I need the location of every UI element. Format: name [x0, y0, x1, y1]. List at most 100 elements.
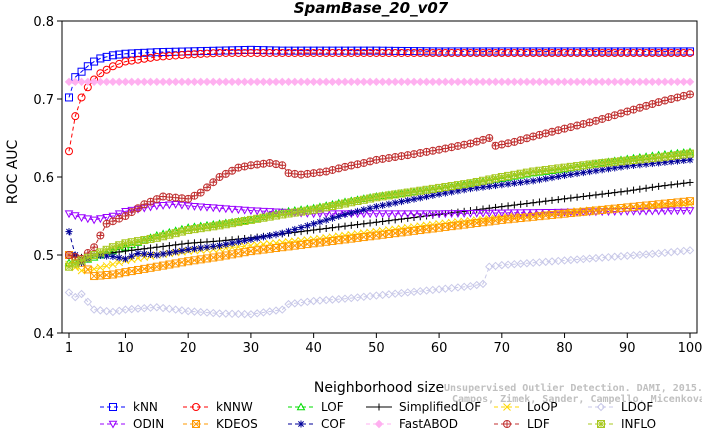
data-point-simplifiedlof	[372, 218, 380, 226]
data-point-odin	[434, 210, 444, 219]
data-point-ldf	[441, 144, 450, 153]
data-point-fastabod	[64, 77, 74, 87]
data-point-knn	[102, 52, 111, 61]
data-point-fastabod	[585, 77, 594, 87]
data-point-odin	[622, 208, 632, 216]
data-point-ldof	[133, 304, 143, 313]
data-point-ldof	[554, 256, 563, 266]
data-point-ldof	[497, 260, 507, 270]
data-point-fastabod	[196, 77, 205, 87]
series-kdeos	[65, 197, 694, 281]
data-point-knnw	[479, 48, 487, 57]
data-point-simplifiedlof	[617, 188, 625, 196]
data-point-cof	[498, 181, 506, 189]
data-point-ldof	[347, 293, 356, 303]
data-point-odin	[453, 210, 463, 218]
data-point-ldof	[485, 262, 494, 271]
data-point-odin	[541, 209, 551, 217]
data-point-knnw	[679, 48, 688, 57]
data-point-fastabod	[234, 77, 243, 87]
data-point-ldof	[177, 306, 187, 315]
data-point-odin	[585, 208, 594, 217]
data-point-fastabod	[528, 77, 538, 87]
data-point-fastabod	[447, 77, 456, 87]
data-point-ldof	[566, 255, 576, 265]
data-point-knnw	[152, 52, 161, 61]
data-point-knnw	[265, 48, 274, 57]
data-point-ldof	[572, 255, 582, 264]
data-point-ldof	[403, 288, 412, 297]
x-tick-label: 50	[368, 341, 385, 356]
data-point-fastabod	[485, 77, 494, 87]
data-point-knnw	[610, 48, 619, 57]
data-point-cof	[423, 193, 431, 201]
data-point-ldof	[416, 286, 425, 296]
data-point-simplifiedlof	[636, 185, 644, 193]
data-point-ldof	[597, 253, 607, 262]
data-point-odin	[491, 209, 500, 218]
data-point-ldf	[372, 155, 381, 164]
data-point-ldf	[497, 140, 506, 149]
data-point-odin	[221, 205, 231, 214]
legend-label-ldof: LDOF	[621, 400, 653, 414]
data-point-ldof	[121, 305, 130, 314]
data-point-cof	[109, 253, 117, 261]
data-point-knnw	[491, 48, 500, 57]
data-point-ldof	[378, 290, 387, 300]
data-point-cof	[65, 228, 73, 236]
data-point-fastabod	[96, 77, 105, 87]
data-point-fastabod	[296, 77, 306, 87]
data-point-odin	[409, 210, 419, 219]
data-point-ldf	[491, 141, 500, 150]
data-point-fastabod	[466, 77, 475, 87]
data-point-fastabod	[510, 77, 519, 87]
data-point-knnw	[234, 48, 243, 57]
data-point-ldf	[309, 169, 318, 178]
data-point-knnw	[96, 69, 105, 78]
data-point-cof	[347, 209, 355, 217]
data-point-cof	[598, 166, 606, 174]
data-point-cof	[385, 200, 393, 208]
data-point-knnw	[617, 48, 625, 57]
data-point-fastabod	[503, 77, 513, 87]
data-point-ldf	[347, 161, 356, 170]
data-point-simplifiedlof	[623, 187, 631, 195]
data-point-fastabod	[384, 77, 394, 87]
series-line-odin	[68, 203, 691, 221]
data-point-odin	[108, 212, 118, 221]
data-point-odin	[208, 204, 218, 213]
data-point-ldf	[221, 169, 230, 178]
data-point-knnw	[541, 48, 550, 57]
data-point-cof	[567, 171, 575, 179]
data-point-fastabod	[334, 77, 343, 87]
legend-label-loop: LoOP	[527, 400, 558, 414]
data-point-fastabod	[359, 77, 369, 87]
data-point-knnw	[71, 112, 80, 121]
data-point-cof	[404, 196, 412, 204]
data-point-odin	[83, 215, 93, 224]
data-point-knnw	[322, 48, 331, 57]
data-point-odin	[466, 209, 475, 218]
data-point-fastabod	[215, 77, 224, 87]
legend-label-odin: ODIN	[133, 417, 164, 431]
data-point-ldof	[171, 305, 180, 314]
data-point-cof	[147, 250, 155, 258]
data-point-odin	[666, 207, 676, 216]
data-point-knnw	[686, 48, 694, 57]
data-point-odin	[183, 202, 193, 211]
data-point-knn	[108, 51, 117, 60]
data-point-ldof	[428, 285, 438, 295]
data-point-simplifiedlof	[542, 197, 550, 205]
data-point-cof	[573, 170, 581, 178]
data-point-cof	[435, 190, 443, 198]
data-point-knnw	[253, 48, 262, 57]
data-point-cof	[523, 178, 531, 186]
data-point-odin	[472, 209, 482, 218]
data-point-fastabod	[328, 77, 337, 87]
data-point-simplifiedlof	[535, 198, 543, 206]
data-point-cof	[379, 201, 387, 209]
data-point-knnw	[579, 48, 588, 57]
data-point-knnw	[259, 48, 268, 57]
data-point-ldof	[579, 254, 588, 264]
